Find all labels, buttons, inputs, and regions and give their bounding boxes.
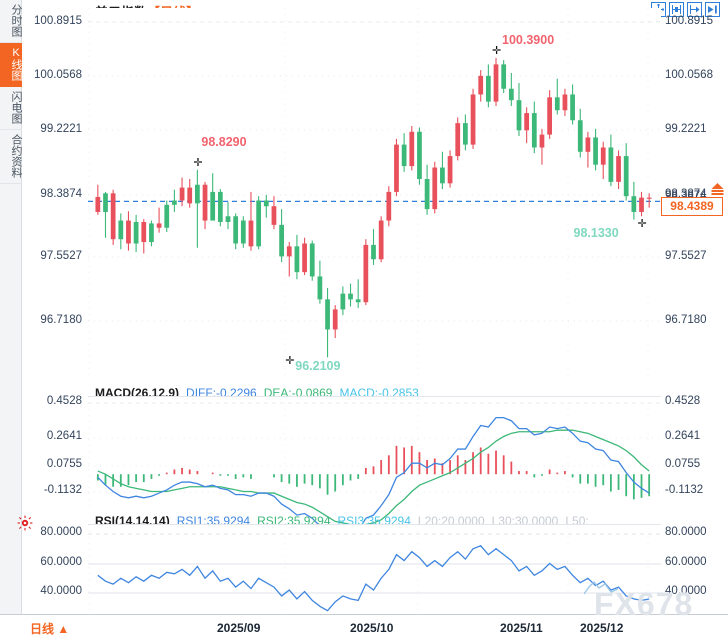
time-axis-label-3: 2025/12 — [580, 621, 624, 635]
sidebar-item-candlestick[interactable]: K线图 — [0, 43, 22, 87]
price-axis-label-right-5: 96.7180 — [665, 314, 707, 326]
rsi-axis-label-left-2: 40.0000 — [40, 585, 82, 597]
rsi-axis-label-right-1: 60.0000 — [665, 556, 707, 568]
macd-chart — [88, 397, 661, 540]
up-triangle-icon — [711, 183, 724, 195]
price-axis-label-left-5: 96.7180 — [40, 314, 82, 326]
macd-axis-label-right-2: 0.0755 — [665, 458, 701, 470]
macd-axis-label-left-3: -0.1132 — [43, 484, 82, 496]
annotation-cross-marker: ✛ — [285, 355, 295, 368]
macd-axis-label-right-1: 0.2641 — [665, 430, 701, 442]
price-axis-label-right-1: 100.0568 — [665, 69, 713, 81]
macd-axis-label-left-0: 0.4528 — [46, 395, 82, 407]
annotation-swing-high: 98.8290 — [201, 134, 247, 149]
annotation-cross-marker: ✛ — [492, 44, 502, 57]
price-axis-label-right-2: 99.2221 — [665, 123, 707, 135]
sidebar-item-lightning[interactable]: 闪电图 — [0, 87, 22, 130]
price-axis-label-right-0: 100.8915 — [665, 15, 713, 27]
left-sidebar: 分时图 K线图 闪电图 合约资料 — [0, 0, 22, 641]
footer-period-label[interactable]: 日线 ▲ — [30, 622, 70, 636]
rsi-chart — [88, 525, 661, 615]
price-axis-label-left-4: 97.5527 — [40, 250, 82, 262]
macd-axis-label-left-1: 0.2641 — [46, 430, 82, 442]
macd-axis-label-right-0: 0.4528 — [665, 395, 701, 407]
rsi-axis-label-right-0: 80.0000 — [665, 526, 707, 538]
zoom-region-icon[interactable] — [687, 2, 702, 17]
time-axis-label-0: 2025/09 — [217, 621, 261, 635]
brightness-sun-icon[interactable] — [17, 515, 33, 531]
rsi-axis-label-left-1: 60.0000 — [40, 556, 82, 568]
sidebar-item-intraday[interactable]: 分时图 — [0, 0, 22, 43]
annotation-period-high: 100.3900 — [502, 32, 555, 47]
price-panel[interactable] — [88, 8, 661, 378]
price-axis-label-left-2: 99.2221 — [40, 123, 82, 135]
annotation-cross-marker: ✛ — [637, 217, 647, 230]
rsi-axis-label-right-2: 40.0000 — [665, 585, 707, 597]
annotation-swing-low: 98.1330 — [573, 225, 619, 240]
scroll-to-latest-icon[interactable] — [705, 2, 720, 17]
rsi-panel[interactable] — [88, 524, 661, 615]
macd-axis-label-right-3: -0.1132 — [665, 484, 704, 496]
sidebar-item-contract-info[interactable]: 合约资料 — [0, 130, 22, 184]
watermark-sparkline-icon — [584, 580, 618, 595]
annotation-cross-marker: ✛ — [193, 156, 203, 169]
time-axis-label-1: 2025/10 — [350, 621, 394, 635]
price-axis-label-left-1: 100.0568 — [34, 69, 82, 81]
candlestick-chart — [88, 8, 661, 378]
current-price-box[interactable]: 98.4389 — [661, 197, 723, 216]
macd-axis-label-left-2: 0.0755 — [46, 458, 82, 470]
annotation-period-low: 96.2109 — [295, 359, 341, 374]
rsi-axis-label-left-0: 80.0000 — [40, 526, 82, 538]
macd-panel[interactable] — [88, 396, 661, 540]
price-axis-label-left-3: 98.3874 — [40, 188, 82, 200]
time-axis-label-2: 2025/11 — [500, 621, 543, 635]
bottom-strip — [0, 614, 728, 641]
price-axis-label-right-4: 97.5527 — [665, 250, 707, 262]
time-axis: 2025/09 2025/10 2025/11 2025/12 — [88, 614, 728, 641]
measure-vertical-icon[interactable] — [669, 2, 684, 17]
price-axis-label-left-0: 100.8915 — [34, 15, 82, 27]
